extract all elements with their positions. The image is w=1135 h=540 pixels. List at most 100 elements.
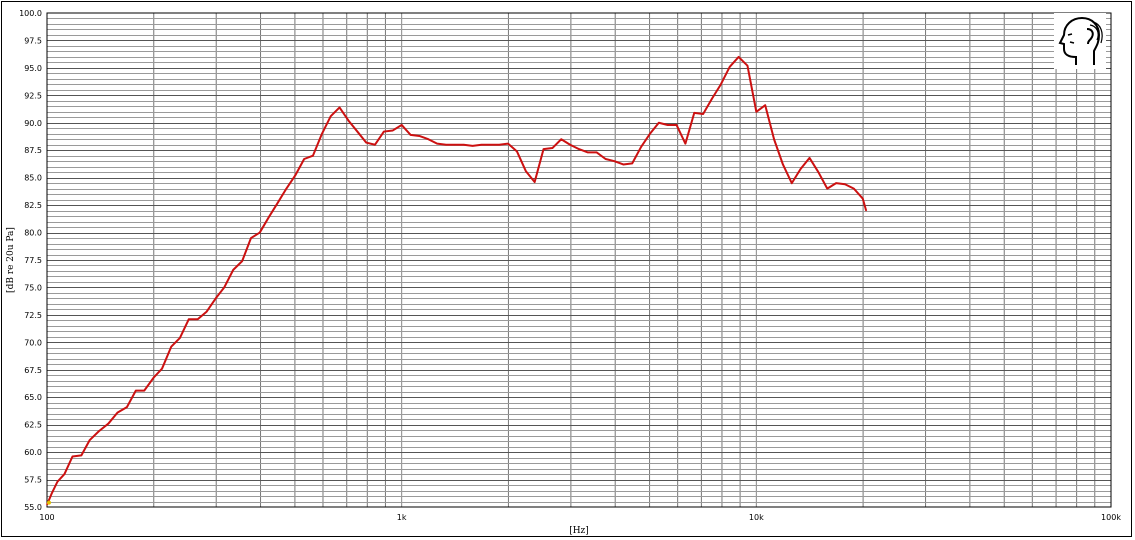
y-tick-label: 62.5 — [24, 421, 42, 430]
data-point — [215, 297, 217, 300]
data-point — [401, 124, 403, 126]
data-point — [791, 182, 793, 184]
data-point — [675, 124, 678, 126]
data-point — [197, 318, 199, 320]
data-point — [250, 237, 252, 239]
y-tick-label: 90.0 — [24, 119, 42, 128]
data-point — [392, 129, 394, 132]
data-point — [862, 197, 864, 200]
data-point — [347, 119, 350, 122]
data-point — [143, 390, 145, 392]
y-tick-label: 92.5 — [24, 91, 42, 100]
data-point — [738, 56, 740, 58]
data-point — [658, 122, 660, 124]
data-point — [551, 147, 554, 149]
data-point — [116, 411, 119, 414]
y-tick-label: 55.0 — [24, 503, 42, 512]
data-point — [383, 130, 385, 133]
data-point — [569, 144, 571, 146]
data-point — [463, 144, 465, 146]
data-point — [56, 481, 59, 483]
curve-layer — [46, 55, 868, 506]
data-point — [98, 430, 100, 432]
response-curve — [46, 55, 868, 506]
data-point — [631, 162, 633, 164]
data-point — [338, 106, 341, 109]
data-point — [427, 138, 429, 140]
data-point — [259, 231, 261, 234]
data-point — [693, 112, 695, 114]
data-point — [480, 144, 483, 146]
data-point — [107, 422, 110, 425]
data-point — [223, 286, 225, 289]
data-point — [711, 98, 713, 100]
data-point — [418, 135, 420, 137]
data-point — [206, 310, 208, 313]
data-point — [746, 65, 749, 67]
data-point — [472, 145, 474, 147]
data-point — [330, 115, 332, 117]
data-point — [578, 148, 580, 150]
y-tick-label: 77.5 — [24, 256, 42, 265]
data-point — [241, 260, 243, 262]
data-point — [808, 157, 811, 159]
data-point — [409, 134, 412, 136]
x-axis-label: [Hz] — [569, 526, 589, 536]
data-point — [489, 144, 491, 146]
data-point — [622, 163, 624, 166]
data-point — [817, 171, 819, 173]
data-point — [542, 148, 545, 150]
data-point — [613, 160, 616, 162]
data-point — [46, 504, 48, 506]
data-point — [436, 143, 438, 145]
data-point — [179, 337, 181, 339]
data-point — [374, 144, 376, 146]
data-point — [161, 368, 163, 370]
data-point — [525, 170, 527, 172]
data-point — [365, 141, 367, 144]
data-point — [764, 104, 766, 106]
data-point — [826, 188, 828, 190]
x-tick-label: 10k — [749, 513, 764, 522]
data-point — [507, 143, 509, 145]
data-point — [702, 113, 704, 115]
data-point — [800, 168, 802, 170]
plot-border — [46, 12, 1112, 508]
y-tick-label: 95.0 — [24, 64, 42, 73]
y-tick-label: 87.5 — [24, 146, 42, 155]
data-point — [844, 183, 846, 185]
data-point — [454, 144, 456, 146]
data-point — [268, 216, 270, 218]
data-point — [277, 202, 279, 204]
y-tick-label: 72.5 — [24, 311, 42, 320]
data-point — [356, 130, 358, 133]
data-point — [170, 346, 172, 348]
data-point — [153, 376, 155, 379]
data-point — [782, 163, 784, 166]
y-tick-label: 75.0 — [24, 283, 42, 292]
data-point — [63, 473, 66, 475]
data-point — [755, 111, 757, 113]
data-point — [80, 454, 82, 457]
data-point — [516, 150, 518, 152]
data-point — [50, 493, 53, 495]
tick-labels: 55.0 57.5 60.0 62.5 65.0 67.5 70.0 72.5 75.0 77.5… — [19, 9, 1121, 522]
x-tick-label: 100k — [1101, 513, 1121, 522]
y-tick-label: 67.5 — [24, 366, 42, 375]
data-point — [232, 269, 234, 271]
data-point — [865, 210, 867, 212]
data-point — [684, 143, 687, 145]
data-point — [604, 158, 607, 160]
data-point — [773, 138, 775, 140]
data-point — [720, 83, 722, 85]
data-point — [649, 133, 651, 135]
data-point — [729, 66, 731, 68]
data-point — [126, 406, 128, 408]
data-point — [135, 390, 137, 392]
data-point — [596, 151, 598, 154]
y-tick-label: 57.5 — [24, 476, 42, 485]
data-point — [445, 144, 447, 146]
x-tick-label: 100 — [39, 513, 54, 522]
data-point — [498, 144, 500, 146]
y-axis-label: [dB re 20u Pa] — [6, 227, 16, 293]
